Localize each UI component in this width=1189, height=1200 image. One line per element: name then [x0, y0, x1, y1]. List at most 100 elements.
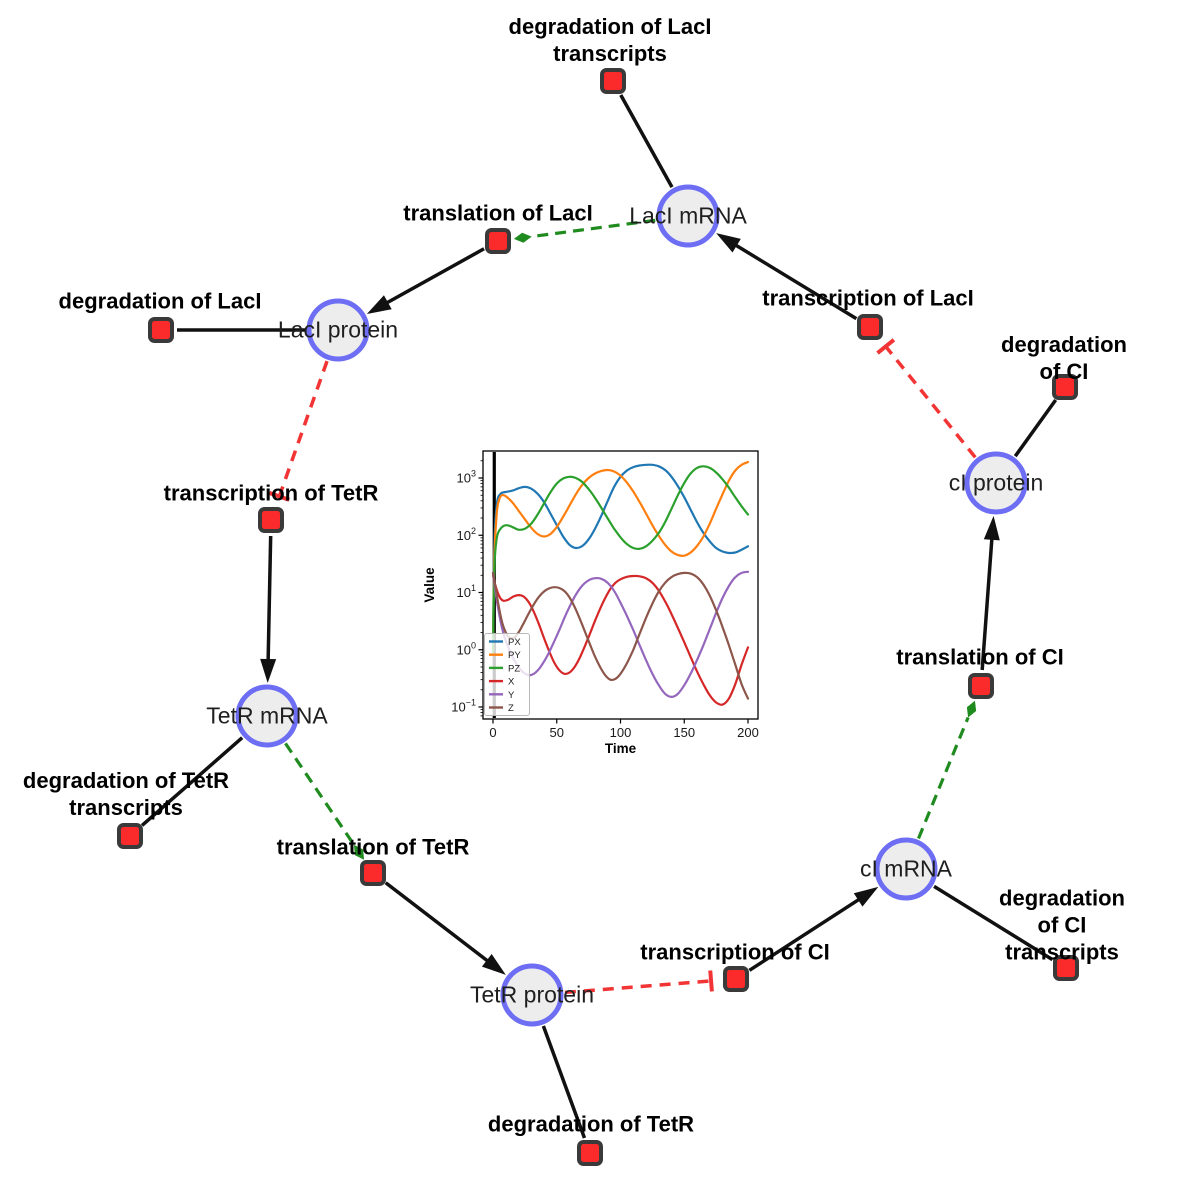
edge-transl-tetr-to-tetr-protein[interactable] [384, 881, 506, 975]
reaction-node-deg-ci-tx[interactable] [1053, 955, 1079, 981]
inhibition-edge-line[interactable] [564, 979, 712, 995]
reaction-label-deg-ci-tx: degradation of CI transcripts [999, 885, 1125, 965]
legend-label-pz: PZ [508, 663, 520, 674]
x-tick-label: 0 [489, 725, 496, 740]
edge-tetr-mrna-to-deg-tetr-tx[interactable] [140, 736, 244, 827]
arrowhead-icon [260, 658, 277, 684]
arrowhead-icon [366, 295, 392, 314]
arrow-edge-line[interactable] [732, 242, 858, 321]
species-label-tetr-mrna: TetR mRNA [206, 702, 328, 729]
edge-ci-mrna-to-transl-ci[interactable] [917, 700, 977, 840]
arrow-edge-line[interactable] [383, 247, 485, 306]
edge-txn-ci-to-ci-mrna[interactable] [748, 886, 879, 972]
line-edge-line[interactable] [619, 94, 674, 189]
edge-laci-mrna-to-transl-laci[interactable] [513, 218, 656, 243]
edges-layer [140, 94, 1058, 1139]
x-tick-label: 200 [737, 725, 759, 740]
arrowhead-icon [481, 953, 506, 975]
line-edge-line[interactable] [140, 736, 244, 827]
arrowhead-icon [716, 233, 741, 253]
species-label-laci-protein: LacI protein [277, 316, 399, 343]
arrowhead-icon [853, 886, 879, 907]
plot-legend: PX PY PZ XYZ [484, 633, 530, 716]
edge-txn-tetr-to-tetr-mrna[interactable] [260, 535, 277, 684]
plot-y-axis-label: Value [422, 567, 437, 603]
legend-label-x: X [508, 677, 515, 688]
reaction-node-txn-laci[interactable] [857, 314, 883, 340]
arrow-edge-line[interactable] [266, 535, 273, 664]
edge-ci-protein-to-deg-ci[interactable] [1013, 398, 1058, 458]
reaction-label-deg-laci: degradation of LacI [58, 288, 262, 314]
reaction-node-deg-laci-tx[interactable] [600, 68, 626, 94]
inhibition-bar-icon [268, 491, 290, 502]
reaction-node-txn-tetr[interactable] [258, 507, 284, 533]
reaction-label-transl-laci: translation of LacI [403, 200, 593, 226]
reaction-label-transl-tetr: translation of TetR [276, 834, 470, 860]
x-tick-label: 50 [550, 725, 564, 740]
legend-label-z: Z [508, 703, 514, 714]
inhibition-edge-line[interactable] [884, 345, 977, 459]
edge-ci-protein-to-txn-laci[interactable] [876, 338, 977, 459]
edge-laci-protein-to-txn-tetr[interactable] [268, 360, 329, 502]
reaction-label-txn-tetr: transcription of TetR [163, 480, 379, 506]
modifier-edge-line[interactable] [531, 218, 656, 239]
diamond-arrowhead-icon [966, 700, 977, 718]
plot-x-axis-label: Time [605, 741, 637, 756]
reaction-node-txn-ci[interactable] [723, 966, 749, 992]
nodes-layer [117, 68, 1079, 1166]
reaction-label-txn-laci: transcription of LacI [762, 285, 974, 311]
plot-series-pz [491, 465, 750, 657]
plot-series-px [491, 463, 750, 657]
inset-plot: 0 50 100 150 20010−1100101102103TimeValuePXP… [422, 434, 779, 764]
species-node-laci-mrna[interactable] [656, 184, 720, 248]
inhibition-bar-icon [876, 338, 896, 355]
inhibition-bar-icon [708, 970, 714, 992]
reaction-label-txn-ci: transcription of CI [640, 939, 830, 965]
line-edge-line[interactable] [1013, 398, 1058, 458]
modifier-edge-line[interactable] [284, 742, 356, 846]
modifier-edge-line[interactable] [917, 716, 970, 840]
reaction-node-deg-ci[interactable] [1052, 374, 1078, 400]
reaction-node-deg-laci[interactable] [148, 317, 174, 343]
plot-series-z [491, 571, 750, 700]
species-label-ci-mrna: cI mRNA [860, 855, 952, 882]
plot-background [423, 434, 779, 764]
reaction-label-deg-tetr-tx: degradation of TetR transcripts [22, 768, 230, 820]
reaction-label-deg-tetr: degradation of TetR [487, 1111, 695, 1137]
arrow-edge-line[interactable] [748, 896, 863, 972]
reaction-node-deg-tetr-tx[interactable] [117, 823, 143, 849]
line-edge-line[interactable] [933, 884, 1054, 962]
reaction-label-deg-ci: degradation of CI [1001, 332, 1127, 384]
edge-transl-ci-to-ci-protein[interactable] [980, 515, 1000, 671]
reaction-node-transl-laci[interactable] [485, 228, 511, 254]
species-node-tetr-protein[interactable] [500, 963, 564, 1027]
reaction-label-deg-laci-tx: degradation of LacI transcripts [508, 14, 712, 66]
diamond-arrowhead-icon [353, 844, 365, 860]
edge-tetr-mrna-to-transl-tetr[interactable] [284, 742, 365, 860]
species-label-ci-protein: cI protein [948, 469, 1044, 496]
arrow-edge-line[interactable] [980, 535, 994, 671]
edge-tetr-protein-to-deg-tetr[interactable] [541, 1025, 587, 1139]
edge-deg-laci-tx-to-laci-mrna[interactable] [619, 94, 674, 189]
edge-tetr-protein-to-txn-ci[interactable] [564, 970, 714, 995]
reaction-node-transl-ci[interactable] [968, 673, 994, 699]
arrow-edge-line[interactable] [384, 881, 492, 965]
species-node-ci-mrna[interactable] [874, 837, 938, 901]
reaction-node-transl-tetr[interactable] [360, 860, 386, 886]
edge-transl-laci-to-laci-protein[interactable] [366, 247, 485, 314]
species-label-laci-mrna: LacI mRNA [629, 202, 747, 229]
species-node-laci-protein[interactable] [306, 298, 370, 362]
plot-series-py [491, 460, 750, 657]
species-node-tetr-mrna[interactable] [235, 684, 299, 748]
species-node-ci-protein[interactable] [964, 451, 1028, 515]
edge-ci-mrna-to-deg-ci-tx[interactable] [933, 884, 1054, 962]
reaction-label-transl-ci: translation of CI [896, 644, 1064, 670]
x-tick-label: 150 [673, 725, 695, 740]
edge-txn-laci-to-laci-mrna[interactable] [716, 233, 858, 321]
inhibition-edge-line[interactable] [277, 360, 329, 498]
legend-label-px: PX [508, 637, 521, 648]
reaction-node-deg-tetr[interactable] [577, 1140, 603, 1166]
line-edge-line[interactable] [541, 1025, 587, 1139]
